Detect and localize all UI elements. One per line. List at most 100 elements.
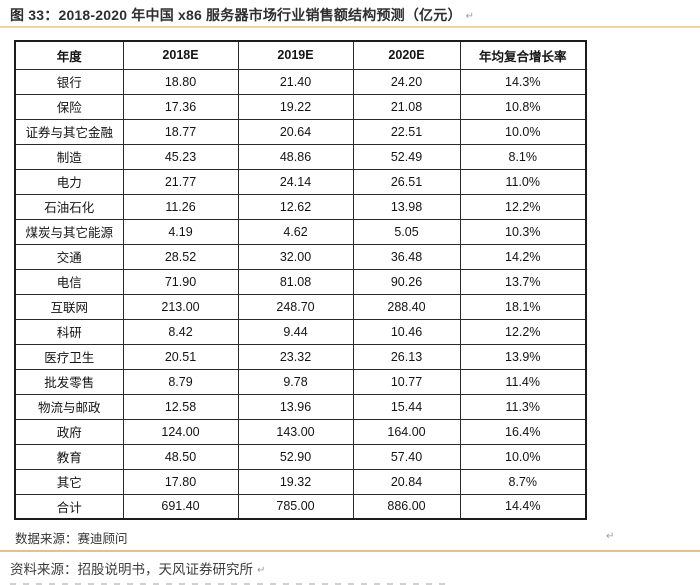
value-cell: 785.00 [237,493,354,520]
table-row: 医疗卫生 20.51 23.32 26.13 13.9% [14,343,587,370]
value-cell: 21.77 [122,168,239,195]
value-cell: 13.96 [237,393,354,420]
row-label-cell: 证券与其它金融 [14,118,124,145]
value-cell: 12.58 [122,393,239,420]
value-cell: 8.1% [459,143,587,170]
row-label-cell: 电力 [14,168,124,195]
value-cell: 57.40 [352,443,461,470]
value-cell: 14.2% [459,243,587,270]
table-row: 电信 71.90 81.08 90.26 13.7% [14,268,587,295]
row-label-cell: 互联网 [14,293,124,320]
paragraph-return-icon: ↵ [606,531,615,542]
table-row: 电力 21.77 24.14 26.51 11.0% [14,168,587,195]
value-cell: 248.70 [237,293,354,320]
table-row: 政府 124.00 143.00 164.00 16.4% [14,418,587,445]
value-cell: 11.3% [459,393,587,420]
table-header-row: 年度 2018E 2019E 2020E 年均复合增长率 [14,40,587,70]
paragraph-return-icon: ↵ [465,11,475,22]
row-label-cell: 银行 [14,68,124,95]
value-cell: 14.4% [459,493,587,520]
value-cell: 18.1% [459,293,587,320]
value-cell: 48.86 [237,143,354,170]
value-cell: 8.42 [122,318,239,345]
value-cell: 52.90 [237,443,354,470]
value-cell: 24.14 [237,168,354,195]
footer-source-text: 资料来源：招股说明书，天风证券研究所 [10,562,253,577]
row-label-cell: 政府 [14,418,124,445]
table-row: 互联网 213.00 248.70 288.40 18.1% [14,293,587,320]
row-label-cell: 石油石化 [14,193,124,220]
forecast-table: 年度 2018E 2019E 2020E 年均复合增长率 银行 18.80 21.4… [14,40,587,520]
value-cell: 71.90 [122,268,239,295]
column-header-2020e: 2020E [352,40,461,70]
value-cell: 12.2% [459,318,587,345]
value-cell: 691.40 [122,493,239,520]
value-cell: 13.9% [459,343,587,370]
row-label-cell: 医疗卫生 [14,343,124,370]
value-cell: 15.44 [352,393,461,420]
value-cell: 24.20 [352,68,461,95]
table-row: 证券与其它金融 18.77 20.64 22.51 10.0% [14,118,587,145]
table-row: 科研 8.42 9.44 10.46 12.2% [14,318,587,345]
row-label-cell: 保险 [14,93,124,120]
value-cell: 32.00 [237,243,354,270]
table-row: 制造 45.23 48.86 52.49 8.1% [14,143,587,170]
value-cell: 28.52 [122,243,239,270]
value-cell: 18.77 [122,118,239,145]
table-row: 批发零售 8.79 9.78 10.77 11.4% [14,368,587,395]
value-cell: 11.26 [122,193,239,220]
paragraph-return-icon: ↵ [257,565,266,576]
row-label-cell: 制造 [14,143,124,170]
table-row: 其它 17.80 19.32 20.84 8.7% [14,468,587,495]
value-cell: 10.0% [459,118,587,145]
value-cell: 45.23 [122,143,239,170]
value-cell: 52.49 [352,143,461,170]
value-cell: 9.78 [237,368,354,395]
value-cell: 10.77 [352,368,461,395]
value-cell: 10.0% [459,443,587,470]
row-label-cell: 批发零售 [14,368,124,395]
value-cell: 36.48 [352,243,461,270]
column-header-industry: 年度 [14,40,124,70]
table-row: 银行 18.80 21.40 24.20 14.3% [14,68,587,95]
value-cell: 10.8% [459,93,587,120]
value-cell: 213.00 [122,293,239,320]
value-cell: 20.51 [122,343,239,370]
value-cell: 26.13 [352,343,461,370]
figure-title: 图 33：2018-2020 年中国 x86 服务器市场行业销售额结构预测（亿元… [10,5,474,25]
value-cell: 143.00 [237,418,354,445]
table-row: 合计 691.40 785.00 886.00 14.4% [14,493,587,520]
footer-source-note: 资料来源：招股说明书，天风证券研究所 ↵ [10,558,265,578]
bottom-accent-rule [0,550,700,552]
value-cell: 14.3% [459,68,587,95]
value-cell: 9.44 [237,318,354,345]
value-cell: 17.36 [122,93,239,120]
table-row: 煤炭与其它能源 4.19 4.62 5.05 10.3% [14,218,587,245]
value-cell: 48.50 [122,443,239,470]
table-row: 石油石化 11.26 12.62 13.98 12.2% [14,193,587,220]
value-cell: 19.32 [237,468,354,495]
value-cell: 164.00 [352,418,461,445]
value-cell: 20.64 [237,118,354,145]
row-label-cell: 煤炭与其它能源 [14,218,124,245]
value-cell: 13.7% [459,268,587,295]
value-cell: 81.08 [237,268,354,295]
value-cell: 10.3% [459,218,587,245]
value-cell: 90.26 [352,268,461,295]
column-header-2018e: 2018E [122,40,239,70]
clipped-next-text-line [10,583,450,585]
figure-title-text: 图 33：2018-2020 年中国 x86 服务器市场行业销售额结构预测（亿元… [10,7,462,23]
value-cell: 4.19 [122,218,239,245]
row-label-cell: 合计 [14,493,124,520]
value-cell: 21.08 [352,93,461,120]
table-row: 交通 28.52 32.00 36.48 14.2% [14,243,587,270]
column-header-cagr: 年均复合增长率 [459,40,587,70]
value-cell: 23.32 [237,343,354,370]
row-label-cell: 科研 [14,318,124,345]
column-header-2019e: 2019E [237,40,354,70]
value-cell: 13.98 [352,193,461,220]
value-cell: 11.0% [459,168,587,195]
table-source-note: 数据来源：赛迪顾问 [15,532,128,546]
value-cell: 11.4% [459,368,587,395]
